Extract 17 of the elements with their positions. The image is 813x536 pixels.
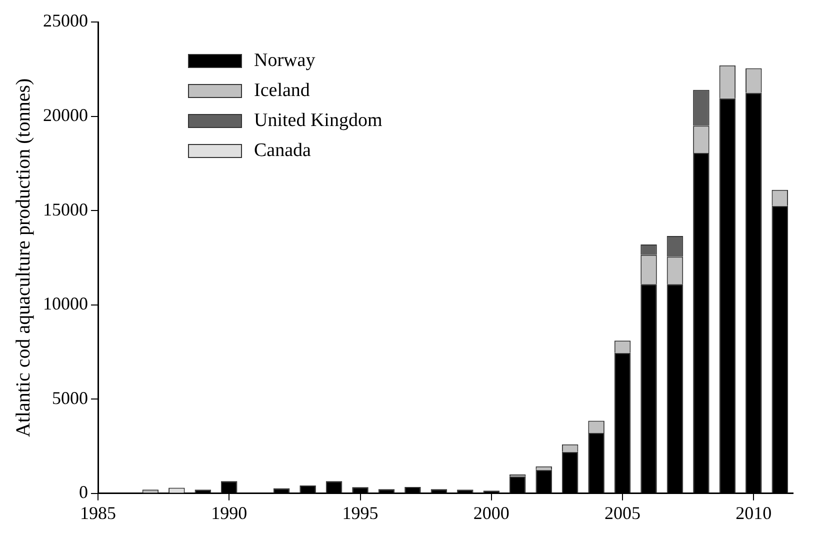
legend-label: Iceland — [254, 80, 310, 102]
y-axis-title: Atlantic cod aquaculture production (tonnes) — [12, 78, 34, 438]
legend-label: Norway — [254, 50, 316, 72]
x-tick-label: 2005 — [604, 502, 641, 523]
x-tick-label: 1990 — [211, 502, 248, 523]
y-tick-label: 25000 — [43, 10, 88, 31]
legend-label: United Kingdom — [254, 110, 382, 132]
y-tick-label: 5000 — [52, 388, 88, 408]
x-tick-label: 1995 — [342, 502, 378, 523]
legend-label: Canada — [254, 140, 311, 162]
x-tick-label: 2000 — [473, 502, 510, 523]
y-tick-label: 15000 — [43, 199, 88, 220]
x-tick-label: 1985 — [80, 502, 116, 523]
x-tick-label: 2010 — [736, 502, 772, 523]
y-tick-label: 0 — [79, 482, 88, 502]
y-tick-label: 20000 — [43, 105, 88, 126]
y-tick-label: 10000 — [43, 294, 88, 314]
